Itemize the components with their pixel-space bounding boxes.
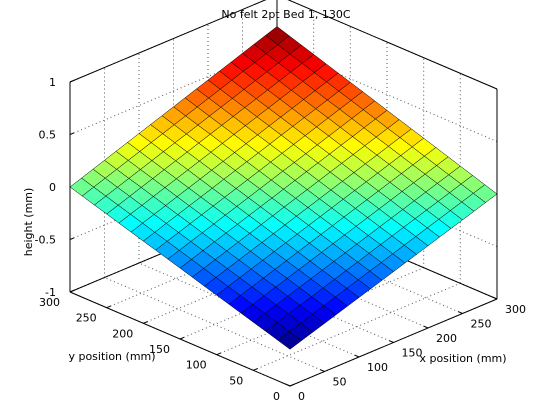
chart-title: No felt 2pt Bed 1, 130C [221,8,351,21]
tick-labels: 050100150200250300050100150200250300-1-0… [35,76,526,403]
y-tick-label: 200 [112,327,133,340]
x-tick-mark [423,325,429,329]
z-tick-mark [69,237,75,240]
x-tick-mark [492,296,498,300]
x-tick-label: 200 [436,332,457,345]
box-edge [287,0,498,90]
surface-patch [277,331,302,350]
y-tick-label: 150 [149,343,170,356]
y-tick-label: 300 [39,296,60,309]
y-tick-mark [216,352,222,356]
z-tick-mark [69,79,75,83]
z-tick-mark [69,132,75,135]
x-tick-label: 0 [298,390,305,403]
y-tick-mark [253,368,258,371]
x-tick-mark [457,311,463,314]
z-tick-mark [69,289,75,293]
y-tick-label: 0 [273,390,280,403]
x-axis-label: x position (mm) [419,352,506,365]
z-tick-label: 0 [49,181,56,194]
z-tick-label: -1 [45,286,56,299]
y-tick-label: 100 [186,359,207,372]
z-tick-label: 0.5 [39,129,57,142]
y-tick-mark [143,321,148,324]
y-tick-mark [289,383,295,387]
x-tick-mark [285,383,291,387]
floor-grid-line [253,282,461,371]
z-tick-label: 1 [49,76,56,89]
y-tick-label: 50 [229,374,243,387]
x-tick-mark [354,354,360,358]
z-axis-label: height (mm) [22,188,35,257]
y-axis-label: y position (mm) [68,350,155,363]
x-tick-label: 300 [505,303,526,316]
z-tick-label: -0.5 [35,234,56,247]
y-tick-label: 250 [76,312,97,325]
x-tick-mark [319,369,325,372]
surface-mesh [69,26,498,350]
y-tick-mark [179,336,185,340]
x-tick-label: 150 [402,347,423,360]
x-tick-label: 50 [333,376,347,389]
box-edge [69,0,267,83]
x-tick-label: 100 [367,361,388,374]
x-tick-label: 250 [471,318,492,331]
y-tick-mark [106,305,112,309]
back-wall-grid-line [69,47,278,135]
x-tick-mark [388,340,394,343]
